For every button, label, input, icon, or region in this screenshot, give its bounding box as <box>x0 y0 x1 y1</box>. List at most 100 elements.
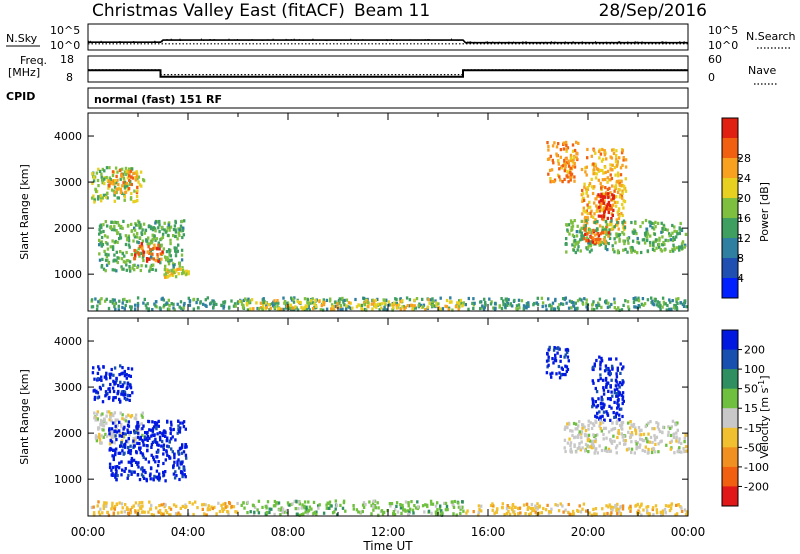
scatter-cell-5 <box>173 308 176 312</box>
scatter-cell-3 <box>145 259 149 263</box>
scatter-cell-4 <box>388 502 392 506</box>
scatter-cell-9 <box>612 194 615 198</box>
scatter-cell-2 <box>112 259 115 263</box>
scatter-cell-8 <box>610 428 613 432</box>
scatter-cell-10 <box>575 241 579 245</box>
nsky-tick-top: 10^5 <box>50 24 80 37</box>
scatter-cell-5 <box>472 297 475 301</box>
scatter-cell-3 <box>157 259 160 264</box>
scatter-cell-5 <box>303 297 307 301</box>
scatter-cell-7 <box>619 362 622 366</box>
scatter-cell-5 <box>415 297 419 301</box>
scatter-cell-2 <box>128 469 131 473</box>
scatter-cell-10 <box>589 240 592 244</box>
scatter-cell-8 <box>635 442 638 446</box>
scatter-cell-8 <box>638 433 641 437</box>
scatter-cell-5 <box>503 513 506 517</box>
scatter-cell-5 <box>431 297 434 301</box>
scatter-cell-5 <box>188 303 192 307</box>
scatter-cell-0 <box>98 377 101 381</box>
scatter-cell-5 <box>588 511 591 515</box>
scatter-cell-8 <box>584 449 587 453</box>
scatter-cell-1 <box>118 431 121 435</box>
scatter-cell-4 <box>427 509 431 513</box>
scatter-cell-0 <box>105 193 108 197</box>
scatter-cell-4 <box>297 500 300 504</box>
scatter-cell-4 <box>300 506 303 510</box>
scatter-cell-0 <box>119 384 123 388</box>
scatter-cell-0 <box>95 171 99 175</box>
xtick-label: 16:00 <box>471 525 506 539</box>
scatter-cell-2 <box>181 443 184 447</box>
scatter-cell-8 <box>615 164 618 168</box>
scatter-cell-10 <box>654 225 657 229</box>
scatter-cell-4 <box>273 499 277 504</box>
scatter-cell-7 <box>569 173 573 177</box>
scatter-cell-0 <box>96 377 100 381</box>
scatter-cell-4 <box>303 506 306 510</box>
scatter-cell-7 <box>551 158 554 162</box>
scatter-cell-2 <box>169 254 172 258</box>
scatter-cell-8 <box>599 419 602 423</box>
scatter-cell-5 <box>197 306 200 310</box>
scatter-cell-8 <box>578 420 581 424</box>
scatter-cell-4 <box>459 511 462 515</box>
scatter-cell-9 <box>602 214 605 218</box>
scatter-cell-2 <box>181 266 184 270</box>
scatter-cell-1 <box>113 441 116 445</box>
scatter-cell-1 <box>100 418 103 422</box>
scatter-cell-2 <box>127 460 130 464</box>
scatter-cell-2 <box>147 420 151 424</box>
scatter-cell-4 <box>303 500 307 504</box>
scatter-cell-2 <box>131 266 134 270</box>
noise-point <box>538 42 540 44</box>
scatter-cell-0 <box>123 180 127 184</box>
scatter-cell-1 <box>122 181 125 185</box>
scatter-cell-8 <box>602 206 606 210</box>
scatter-cell-5 <box>595 306 599 310</box>
scatter-cell-2 <box>99 230 102 234</box>
scatter-cell-10 <box>571 224 575 228</box>
scatter-cell-5 <box>247 297 250 301</box>
scatter-cell-5 <box>143 297 146 301</box>
scatter-cell-5 <box>311 301 315 305</box>
noise-point <box>298 39 300 41</box>
scatter-cell-8 <box>629 426 632 430</box>
scatter-cell-10 <box>635 232 638 236</box>
scatter-cell-9 <box>611 193 614 197</box>
noise-point <box>550 41 552 43</box>
scatter-cell-3 <box>117 511 120 515</box>
scatter-cell-5 <box>652 303 656 307</box>
scatter-cell-8 <box>657 450 660 454</box>
ytick-label: 2000 <box>54 222 82 235</box>
scatter-cell-5 <box>113 305 116 309</box>
scatter-cell-2 <box>155 421 159 425</box>
scatter-cell-2 <box>149 267 152 271</box>
scatter-cell-8 <box>620 421 623 425</box>
scatter-cell-8 <box>667 430 670 434</box>
scatter-cell-8 <box>598 224 602 228</box>
scatter-cell-8 <box>592 149 596 153</box>
scatter-cell-1 <box>108 183 111 187</box>
noise-point <box>326 40 328 42</box>
ytick-label: 4000 <box>54 335 82 348</box>
scatter-cell-8 <box>570 450 573 454</box>
scatter-cell-3 <box>175 504 178 508</box>
scatter-cell-5 <box>505 297 508 301</box>
scatter-cell-3 <box>107 513 111 517</box>
scatter-cell-4 <box>300 513 304 517</box>
scatter-cell-4 <box>440 513 444 517</box>
scatter-cell-10 <box>673 245 676 250</box>
scatter-cell-8 <box>584 429 588 433</box>
scatter-cell-3 <box>157 510 160 514</box>
scatter-cell-2 <box>135 451 138 455</box>
scatter-cell-10 <box>673 229 676 233</box>
scatter-cell-7 <box>616 366 619 370</box>
scatter-cell-7 <box>568 175 572 179</box>
scatter-cell-2 <box>178 261 181 265</box>
scatter-cell-2 <box>172 234 175 238</box>
scatter-cell-6 <box>367 305 370 309</box>
scatter-cell-5 <box>608 305 611 309</box>
scatter-cell-3 <box>213 505 216 509</box>
scatter-cell-2 <box>178 466 181 470</box>
